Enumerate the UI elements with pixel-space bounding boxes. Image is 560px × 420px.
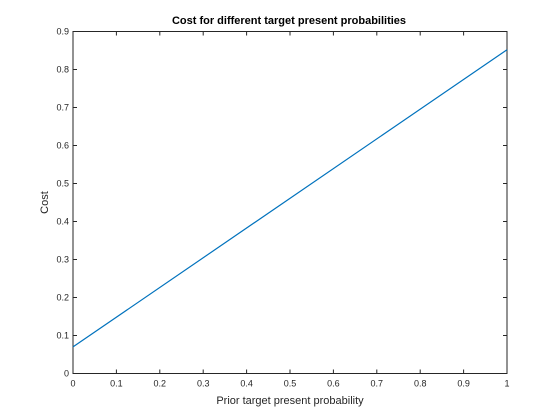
y-tick-label: 0 [64, 369, 69, 379]
y-tick-label: 0.7 [56, 103, 69, 113]
x-tick-label: 0.5 [284, 379, 297, 389]
series-layer [72, 49, 508, 348]
y-tick-label: 0.5 [56, 179, 69, 189]
y-tick-label: 0.4 [56, 217, 69, 227]
x-tick-label: 0.1 [110, 379, 123, 389]
x-tick-label: 0.8 [414, 379, 427, 389]
y-tick-label: 0.9 [56, 27, 69, 37]
x-tick-label: 0.4 [240, 379, 253, 389]
y-tick-label: 0.1 [56, 331, 69, 341]
plot-area [72, 31, 508, 374]
y-axis-label: Cost [39, 191, 51, 214]
x-tick-label: 0.6 [327, 379, 340, 389]
x-axis-label: Prior target present probability [216, 395, 364, 407]
x-tick-label: 0 [70, 379, 75, 389]
y-tick-label: 0.2 [56, 293, 69, 303]
x-axis: 0 0.1 0.2 0.3 0.4 0.5 0.6 0.7 0.8 0.9 1 [70, 31, 510, 389]
y-tick-label: 0.3 [56, 255, 69, 265]
axes-box [72, 31, 508, 374]
x-tick-label: 1 [504, 379, 509, 389]
x-tick-label: 0.9 [457, 379, 470, 389]
x-tick-label: 0.3 [197, 379, 210, 389]
y-axis: 0 0.1 0.2 0.3 0.4 0.5 0.6 0.7 0.8 0.9 [56, 27, 507, 379]
y-tick-label: 0.6 [56, 141, 69, 151]
x-tick-label: 0.2 [154, 379, 167, 389]
y-tick-label: 0.8 [56, 65, 69, 75]
x-tick-label: 0.7 [371, 379, 384, 389]
series-line-cost [72, 49, 508, 348]
chart-title: Cost for different target present probab… [172, 15, 406, 27]
